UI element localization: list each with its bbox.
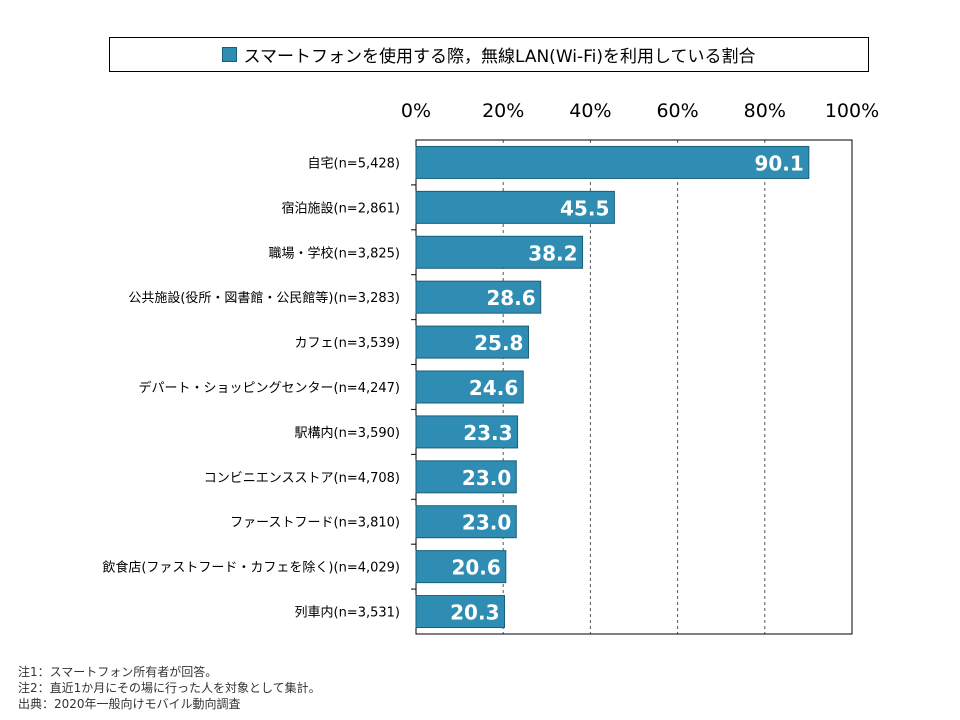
legend-label: スマートフォンを使用する際，無線LAN(Wi-Fi)を利用している割合	[243, 47, 756, 67]
category-label: 駅構内(n=3,590)	[295, 425, 401, 441]
bar	[415, 280, 542, 314]
bar	[415, 505, 517, 539]
value-label: 25.8	[474, 331, 523, 355]
category-label: カフェ(n=3,539)	[295, 336, 401, 351]
value-label: 23.0	[462, 511, 511, 535]
category-label: 宿泊施設(n=2,861)	[282, 200, 401, 216]
x-tick-label: 20%	[482, 100, 524, 122]
note-2: 注2：直近1か月にその場に行った人を対象として集計。	[18, 681, 321, 695]
bar	[415, 235, 584, 269]
category-label: 職場・学校(n=3,825)	[269, 245, 401, 261]
x-tick-label: 80%	[744, 100, 786, 122]
category-label: コンビニエンスストア(n=4,708)	[204, 471, 400, 486]
x-tick-label: 60%	[656, 100, 698, 122]
category-label: 飲食店(ファストフード・カフェを除く)(n=4,029)	[102, 560, 400, 576]
bar	[415, 460, 517, 494]
note-1: 注1：スマートフォン所有者が回答。	[18, 665, 218, 679]
note-3: 出典：2020年一般向けモバイル動向調査	[18, 697, 241, 711]
bar	[415, 325, 529, 359]
bar	[415, 415, 519, 449]
value-label: 24.6	[469, 376, 518, 400]
legend: スマートフォンを使用する際，無線LAN(Wi-Fi)を利用している割合	[109, 37, 869, 72]
bar	[415, 550, 507, 584]
category-label: 列車内(n=3,531)	[295, 605, 401, 621]
value-label: 23.0	[462, 466, 511, 490]
value-label: 90.1	[754, 151, 803, 175]
value-label: 38.2	[528, 241, 577, 265]
x-tick-label: 40%	[569, 100, 611, 122]
bar	[415, 595, 506, 629]
x-tick-label: 100%	[825, 100, 879, 122]
value-label: 20.6	[451, 556, 500, 580]
category-label: 自宅(n=5,428)	[308, 156, 401, 171]
value-label: 20.3	[450, 601, 499, 625]
bar	[415, 145, 810, 179]
bar	[415, 190, 615, 224]
bar	[415, 370, 524, 404]
value-label: 28.6	[486, 286, 535, 310]
value-label: 45.5	[560, 196, 609, 220]
chart-notes: 注1：スマートフォン所有者が回答。 注2：直近1か月にその場に行った人を対象とし…	[18, 664, 321, 712]
category-label: 公共施設(役所・図書館・公民館等)(n=3,283)	[128, 290, 400, 306]
category-label: デパート・ショッピングセンター(n=4,247)	[139, 380, 401, 396]
value-label: 23.3	[463, 421, 512, 445]
category-label: ファーストフード(n=3,810)	[230, 516, 400, 531]
legend-swatch	[222, 47, 238, 62]
x-tick-label: 0%	[401, 100, 431, 122]
